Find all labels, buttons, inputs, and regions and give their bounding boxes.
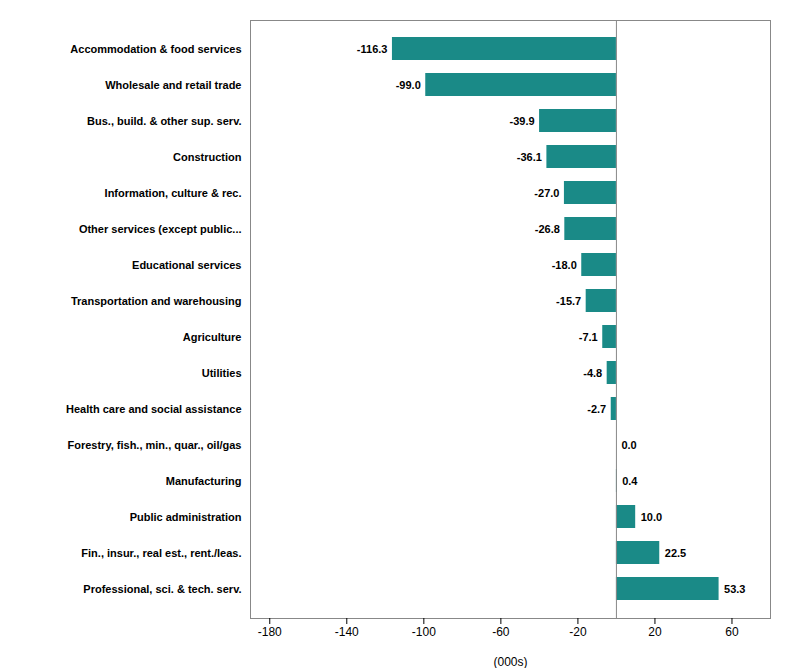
svg-text:-26.8: -26.8 xyxy=(535,223,560,235)
svg-text:-27.0: -27.0 xyxy=(534,187,559,199)
svg-text:60: 60 xyxy=(725,625,739,639)
svg-text:-100: -100 xyxy=(412,625,436,639)
svg-text:-20: -20 xyxy=(569,625,587,639)
svg-text:-2.7: -2.7 xyxy=(587,403,606,415)
svg-text:10.0: 10.0 xyxy=(641,511,662,523)
svg-text:Utilities: Utilities xyxy=(202,367,242,379)
svg-text:0.0: 0.0 xyxy=(621,439,636,451)
svg-text:Educational services: Educational services xyxy=(132,259,241,271)
svg-text:-7.1: -7.1 xyxy=(579,331,598,343)
svg-text:Construction: Construction xyxy=(173,151,242,163)
svg-text:0.4: 0.4 xyxy=(622,475,638,487)
svg-text:Wholesale and retail trade: Wholesale and retail trade xyxy=(105,79,241,91)
svg-text:Public administration: Public administration xyxy=(130,511,242,523)
svg-text:-180: -180 xyxy=(258,625,282,639)
svg-text:Accommodation & food services: Accommodation & food services xyxy=(70,43,241,55)
svg-text:Transportation and warehousing: Transportation and warehousing xyxy=(71,295,242,307)
svg-text:Health care and social assista: Health care and social assistance xyxy=(66,403,241,415)
svg-text:Information, culture & rec.: Information, culture & rec. xyxy=(105,187,242,199)
svg-text:-36.1: -36.1 xyxy=(517,151,542,163)
svg-text:Other services (except public.: Other services (except public... xyxy=(79,223,242,235)
svg-text:-39.9: -39.9 xyxy=(510,115,535,127)
svg-text:-99.0: -99.0 xyxy=(396,79,421,91)
svg-text:-4.8: -4.8 xyxy=(583,367,602,379)
svg-text:-60: -60 xyxy=(492,625,510,639)
svg-text:Bus., build. & other sup. serv: Bus., build. & other sup. serv. xyxy=(87,115,241,127)
svg-text:Manufacturing: Manufacturing xyxy=(166,475,242,487)
svg-text:53.3: 53.3 xyxy=(724,583,745,595)
svg-text:20: 20 xyxy=(648,625,662,639)
svg-text:-15.7: -15.7 xyxy=(556,295,581,307)
svg-text:Professional, sci. & tech. ser: Professional, sci. & tech. serv. xyxy=(83,583,241,595)
svg-text:-140: -140 xyxy=(335,625,359,639)
svg-text:22.5: 22.5 xyxy=(665,547,686,559)
svg-text:-116.3: -116.3 xyxy=(357,43,388,55)
svg-text:-18.0: -18.0 xyxy=(552,259,577,271)
svg-text:Agriculture: Agriculture xyxy=(183,331,242,343)
svg-text:Forestry, fish., min., quar.,: Forestry, fish., min., quar., oil/gas xyxy=(67,439,241,451)
svg-text:Fin., insur., real est., rent.: Fin., insur., real est., rent./leas. xyxy=(81,547,241,559)
svg-text:(000s): (000s) xyxy=(493,655,527,668)
